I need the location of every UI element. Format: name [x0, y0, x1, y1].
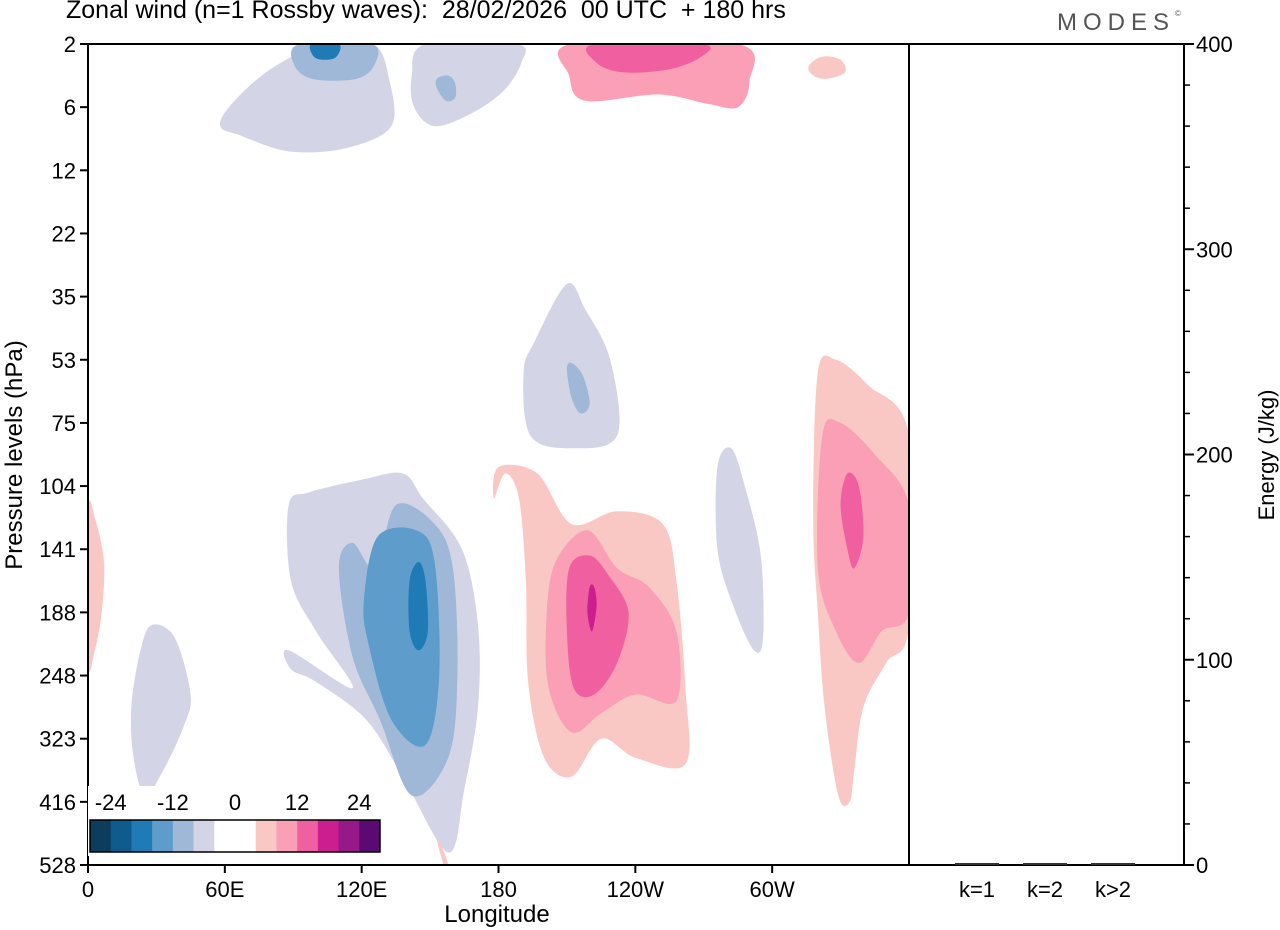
colorbar-swatch-5 [193, 820, 215, 852]
colorbar: -24 -12 0 12 24 [88, 786, 382, 856]
contour-region-19 [566, 555, 629, 698]
colorbar-swatch-2 [131, 820, 153, 852]
energy-tick-label-1: 100 [1196, 648, 1233, 673]
colorbar-swatch-11 [317, 820, 340, 852]
colorbar-label-2: 0 [229, 790, 241, 815]
colorbar-swatch-3 [152, 820, 174, 852]
contour-region-14 [408, 561, 429, 651]
energy-bar-1 [1023, 863, 1067, 865]
y-tick-label-1: 6 [64, 95, 76, 120]
x-tick-label-5: 60W [750, 877, 795, 902]
y-tick-label-13: 528 [39, 853, 76, 878]
y-tick-label-6: 75 [52, 411, 76, 436]
y-tick-label-9: 188 [39, 600, 76, 625]
y-axis: 2 6 12 22 35 53 75 104 141 188 248 323 416 528 [39, 32, 88, 878]
contour-region-4 [410, 44, 526, 127]
contour-field [88, 44, 909, 865]
x-axis: 0 60E 120E 180 120W 60W [82, 865, 795, 902]
x-tick-label-3: 180 [480, 877, 517, 902]
y-tick-label-8: 141 [39, 537, 76, 562]
x-tick-label-2: 120E [336, 877, 387, 902]
y-tick-label-7: 104 [39, 474, 76, 499]
y-tick-label-12: 416 [39, 790, 76, 815]
y-tick-label-3: 22 [52, 221, 76, 246]
colorbar-swatch-7 [235, 820, 257, 852]
x-tick-label-0: 0 [82, 877, 94, 902]
energy-panel-frame [908, 43, 1185, 866]
x-tick-label-4: 120W [607, 877, 665, 902]
chart-title: Zonal wind (n=1 Rossby waves): 28/02/202… [66, 0, 786, 24]
contour-region-23 [816, 418, 909, 663]
colorbar-swatch-1 [110, 820, 132, 852]
y-tick-label-10: 248 [39, 664, 76, 689]
colorbar-frame [89, 819, 381, 853]
colorbar-swatch-9 [276, 820, 298, 852]
colorbar-label-4: 24 [347, 790, 371, 815]
energy-axis-label: Energy (J/kg) [1254, 390, 1279, 521]
y-tick-label-11: 323 [39, 727, 76, 752]
energy-tick-label-2: 200 [1196, 443, 1233, 468]
logo-text: MODES [1057, 9, 1176, 36]
y-tick-label-5: 53 [52, 348, 76, 373]
colorbar-swatch-6 [214, 820, 236, 852]
colorbar-swatch-13 [359, 820, 381, 852]
contour-region-3 [309, 44, 341, 60]
energy-category-label-2: k>2 [1095, 877, 1131, 902]
colorbar-swatch-8 [255, 820, 277, 852]
energy-category-label-0: k=1 [959, 877, 995, 902]
colorbar-label-0: -24 [95, 790, 127, 815]
contour-region-5 [435, 75, 457, 102]
energy-bar-chart: 0 100 200 300 400 k=1 k=2 k>2 [955, 32, 1233, 902]
contour-region-20 [587, 584, 597, 632]
energy-bar-2 [1091, 863, 1135, 865]
modes-logo: MODES© [1057, 9, 1181, 37]
colorbar-swatch-12 [338, 820, 360, 852]
contour-plot-frame [87, 43, 910, 866]
contour-region-15 [88, 500, 105, 672]
contour-region-24 [840, 472, 864, 569]
y-axis-label: Pressure levels (hPa) [1, 340, 28, 569]
contour-region-8 [808, 56, 846, 79]
contour-region-21 [715, 447, 764, 653]
y-tick-label-0: 2 [64, 32, 76, 57]
colorbar-label-1: -12 [157, 790, 189, 815]
energy-category-label-1: k=2 [1027, 877, 1063, 902]
y-tick-label-2: 12 [52, 158, 76, 183]
energy-tick-label-4: 400 [1196, 32, 1233, 57]
colorbar-swatch-4 [172, 820, 195, 852]
copyright-mark: © [1175, 9, 1181, 18]
contour-region-16 [130, 624, 191, 796]
contour-region-25 [436, 838, 449, 865]
colorbar-label-3: 12 [285, 790, 309, 815]
energy-tick-label-3: 300 [1196, 237, 1233, 262]
x-tick-label-1: 60E [205, 877, 244, 902]
colorbar-swatch-0 [90, 820, 112, 852]
energy-tick-label-0: 0 [1196, 853, 1208, 878]
contour-region-10 [566, 362, 590, 414]
y-tick-label-4: 35 [52, 285, 76, 310]
energy-bar-0 [955, 863, 999, 865]
colorbar-swatch-10 [297, 820, 319, 852]
contour-region-7 [586, 44, 711, 73]
x-axis-label: Longitude [444, 901, 549, 928]
